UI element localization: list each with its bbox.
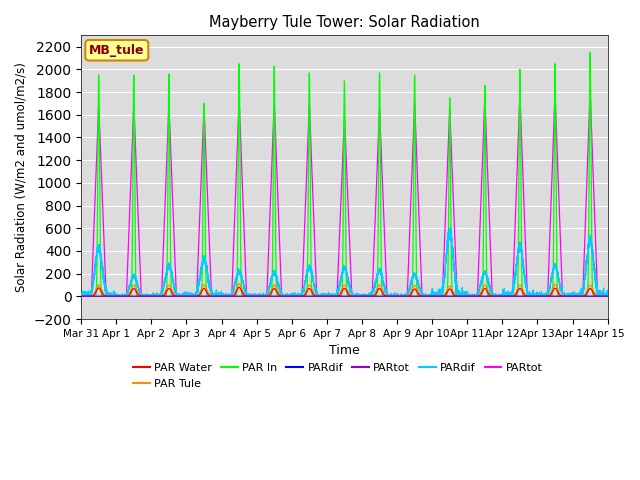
Y-axis label: Solar Radiation (W/m2 and umol/m2/s): Solar Radiation (W/m2 and umol/m2/s) — [15, 62, 28, 292]
Title: Mayberry Tule Tower: Solar Radiation: Mayberry Tule Tower: Solar Radiation — [209, 15, 480, 30]
Text: MB_tule: MB_tule — [89, 44, 145, 57]
Legend: PAR Water, PAR Tule, PAR In, PARdif, PARtot, PARdif, PARtot: PAR Water, PAR Tule, PAR In, PARdif, PAR… — [129, 359, 547, 393]
X-axis label: Time: Time — [329, 344, 360, 357]
